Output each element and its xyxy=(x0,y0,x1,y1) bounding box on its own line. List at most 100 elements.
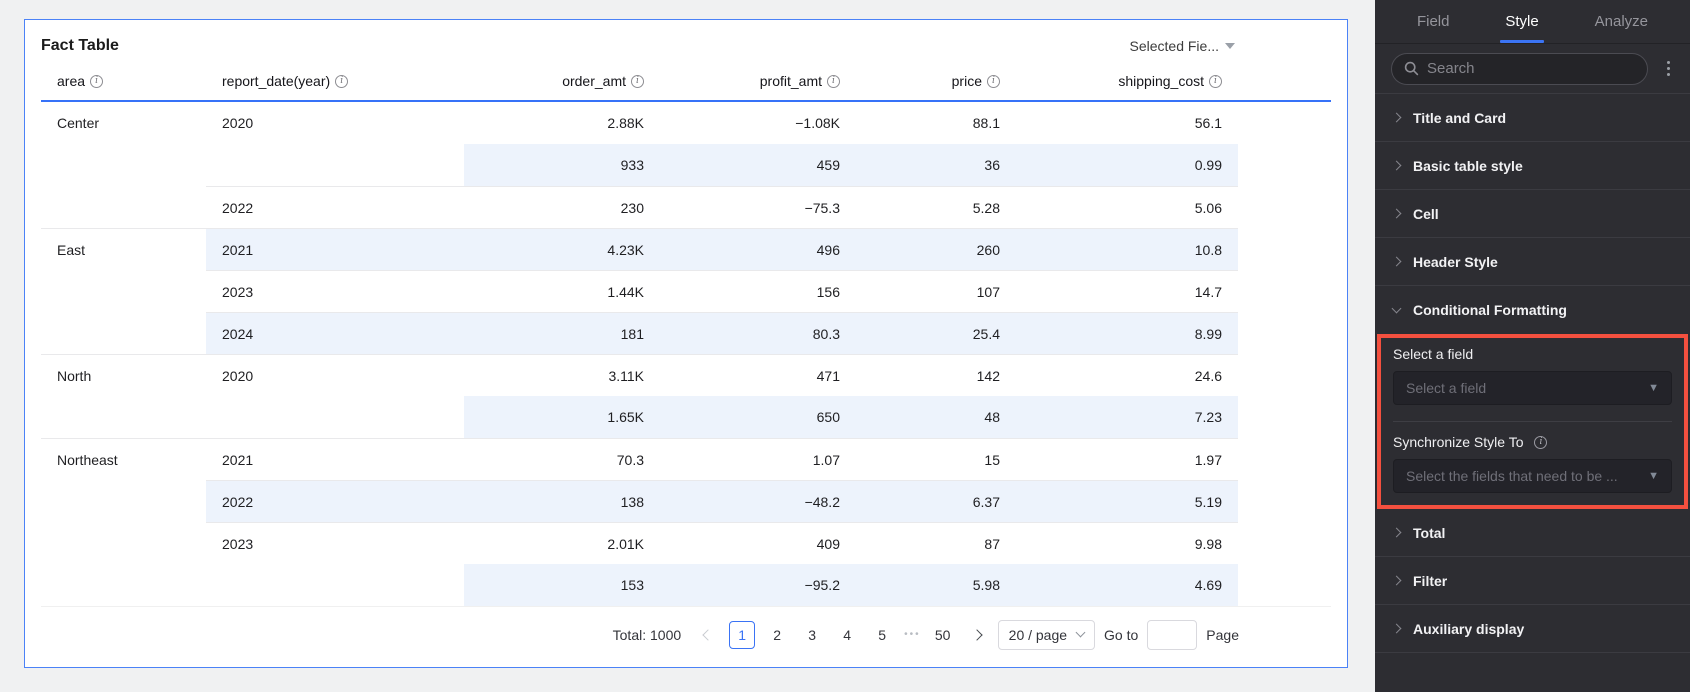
value-cell: 471 xyxy=(660,354,856,396)
column-header-shipping-cost: shipping_cost i xyxy=(1016,62,1238,100)
value-cell: 1.65K xyxy=(464,396,660,438)
selected-fields-label: Selected Fie... xyxy=(1129,38,1220,54)
page-number-last[interactable]: 50 xyxy=(934,626,951,643)
caret-down-icon xyxy=(1225,43,1235,49)
page-ellipsis[interactable]: ••• xyxy=(904,629,921,640)
year-cell: 2022 xyxy=(206,186,464,228)
value-cell: 15 xyxy=(856,438,1016,480)
value-cell: −1.08K xyxy=(795,115,840,131)
search-input[interactable] xyxy=(1427,60,1635,77)
value-cell: 142 xyxy=(856,354,1016,396)
search-box[interactable] xyxy=(1391,52,1648,85)
tab-field[interactable]: Field xyxy=(1416,13,1450,30)
value-cell: 181 xyxy=(464,312,660,354)
value-cell: 5.06 xyxy=(1016,186,1238,228)
value-cell: 48 xyxy=(856,396,1016,438)
year-cell: 2021 xyxy=(206,228,464,270)
year-cell: 2020 xyxy=(222,115,254,131)
info-icon: i xyxy=(987,74,1000,88)
page-number-active[interactable]: 1 xyxy=(729,620,756,649)
sync-style-dropdown[interactable]: Select the fields that need to be ... ▼ xyxy=(1393,459,1672,493)
fact-table-card: Fact Table Selected Fie... area i report_… xyxy=(24,19,1348,668)
info-icon: i xyxy=(1209,74,1222,88)
chevron-right-icon xyxy=(970,628,983,641)
section-title-and-card[interactable]: Title and Card xyxy=(1375,94,1690,142)
area-cell: North xyxy=(41,354,206,438)
page-number[interactable]: 4 xyxy=(843,626,852,643)
prev-page-button[interactable] xyxy=(696,621,720,649)
goto-page-input[interactable] xyxy=(1147,619,1198,650)
column-header-order-amt: order_amt i xyxy=(464,62,660,100)
select-field-dropdown[interactable]: Select a field ▼ xyxy=(1393,371,1672,405)
chevron-right-icon xyxy=(1391,575,1402,586)
chevron-left-icon xyxy=(702,628,714,641)
value-cell: 2.88K xyxy=(607,115,644,131)
value-cell: 14.7 xyxy=(1016,270,1238,312)
value-cell: 7.23 xyxy=(1016,396,1238,438)
card-title: Fact Table xyxy=(41,37,119,54)
value-cell: −75.3 xyxy=(660,186,856,228)
value-cell: 933 xyxy=(464,144,660,186)
page-number[interactable]: 2 xyxy=(773,626,782,643)
column-header-profit-amt: profit_amt i xyxy=(660,62,856,100)
value-cell: −95.2 xyxy=(660,564,856,606)
value-cell: 88.1 xyxy=(972,115,1000,131)
info-icon: i xyxy=(1534,435,1548,449)
info-icon: i xyxy=(335,74,349,88)
value-cell: 24.6 xyxy=(1016,354,1238,396)
section-cell[interactable]: Cell xyxy=(1375,190,1690,238)
value-cell: 80.3 xyxy=(660,312,856,354)
chevron-right-icon xyxy=(1391,112,1402,123)
section-header-style[interactable]: Header Style xyxy=(1375,238,1690,286)
value-cell: 156 xyxy=(660,270,856,312)
section-basic-table-style[interactable]: Basic table style xyxy=(1375,142,1690,190)
area-cell: East xyxy=(41,228,206,354)
value-cell: 6.37 xyxy=(856,480,1016,522)
selected-fields-dropdown[interactable]: Selected Fie... xyxy=(1129,38,1235,54)
value-cell: 1.07 xyxy=(660,438,856,480)
value-cell: 650 xyxy=(660,396,856,438)
page-size-select[interactable]: 20 / page xyxy=(997,619,1096,650)
page-number[interactable]: 5 xyxy=(878,626,887,643)
kebab-menu-icon[interactable] xyxy=(1656,58,1680,79)
chevron-right-icon xyxy=(1391,160,1402,171)
chevron-down-icon xyxy=(1075,627,1086,638)
area-cell: Northeast xyxy=(41,438,206,606)
next-page-button[interactable] xyxy=(965,621,989,649)
value-cell: 409 xyxy=(660,522,856,564)
area-cell: Center xyxy=(57,115,100,131)
column-header-area: area i xyxy=(41,62,206,100)
section-total[interactable]: Total xyxy=(1375,509,1690,557)
chevron-right-icon xyxy=(1391,208,1402,219)
table-header: area i report_date(year) i order_amt i prof… xyxy=(41,62,1331,102)
caret-down-icon: ▼ xyxy=(1648,470,1659,482)
chevron-down-icon xyxy=(1391,303,1402,313)
value-cell: 10.8 xyxy=(1016,228,1238,270)
value-cell: 1.97 xyxy=(1016,438,1238,480)
tab-analyze[interactable]: Analyze xyxy=(1594,13,1649,30)
section-auxiliary-display[interactable]: Auxiliary display xyxy=(1375,605,1690,653)
page-number[interactable]: 3 xyxy=(808,626,817,643)
section-conditional-formatting[interactable]: Conditional Formatting xyxy=(1375,286,1690,334)
chevron-right-icon xyxy=(1391,256,1402,267)
value-cell: 4.69 xyxy=(1016,564,1238,606)
value-cell: 1.44K xyxy=(464,270,660,312)
value-cell: 496 xyxy=(660,228,856,270)
tab-style[interactable]: Style xyxy=(1495,0,1548,43)
value-cell: 25.4 xyxy=(856,312,1016,354)
value-cell: 5.98 xyxy=(856,564,1016,606)
pagination-bar: Total: 1000 1 2 3 4 5 ••• 50 20 / page G… xyxy=(41,606,1331,662)
year-cell: 2023 xyxy=(206,522,464,606)
pagination-total: Total: 1000 xyxy=(612,626,682,643)
year-cell: 2023 xyxy=(206,270,464,312)
value-cell: 5.28 xyxy=(856,186,1016,228)
panel-search-row xyxy=(1375,44,1690,94)
panel-tabs: Field Style Analyze xyxy=(1375,0,1690,44)
year-cell: 2022 xyxy=(206,480,464,522)
conditional-formatting-highlight: Select a field Select a field ▼ Synchron… xyxy=(1377,334,1688,509)
value-cell: 230 xyxy=(464,186,660,228)
table-body: Center 2020 2.88K −1.08K 88.1 56.1 933 459 36 0.9… xyxy=(41,102,1331,606)
value-cell: 8.99 xyxy=(1016,312,1238,354)
year-cell: 2024 xyxy=(206,312,464,354)
section-filter[interactable]: Filter xyxy=(1375,557,1690,605)
